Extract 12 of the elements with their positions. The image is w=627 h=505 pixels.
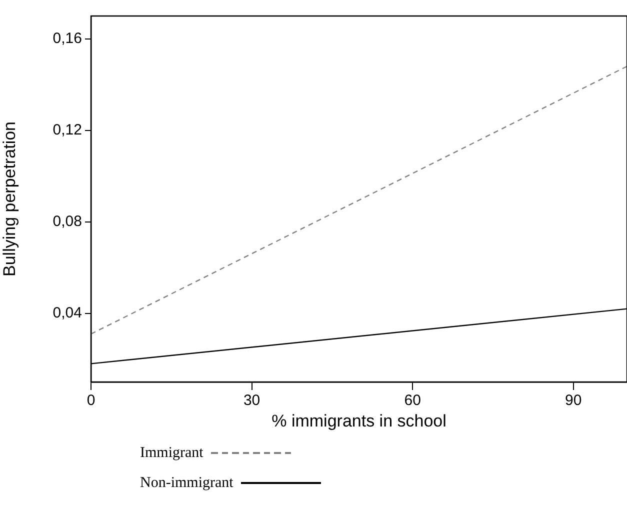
legend-label: Non-immigrant xyxy=(140,474,234,492)
legend-label: Immigrant xyxy=(140,444,204,462)
y-axis-title: Bullying perpetration xyxy=(0,122,19,276)
x-tick-label: 60 xyxy=(404,392,421,410)
y-tick-label: 0,08 xyxy=(52,213,82,230)
x-tick-label: 0 xyxy=(86,392,96,410)
y-tick-label: 0,12 xyxy=(52,122,82,139)
y-tick-label: 0,16 xyxy=(52,30,82,48)
x-tick-label: 30 xyxy=(243,392,260,410)
x-tick-label: 90 xyxy=(565,392,582,410)
y-tick-label: 0,04 xyxy=(52,304,82,322)
x-axis-title: % immigrants in school xyxy=(272,411,446,430)
